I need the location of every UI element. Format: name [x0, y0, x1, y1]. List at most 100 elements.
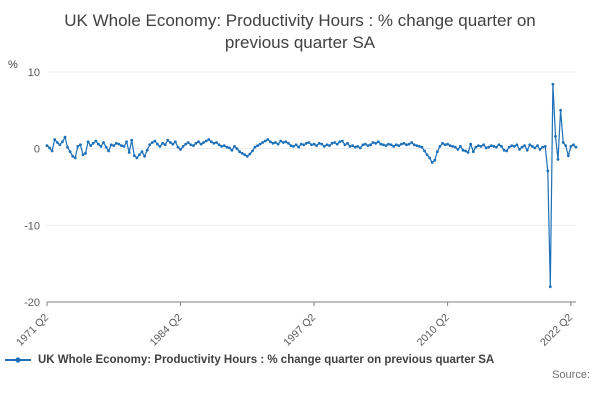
series-marker	[513, 145, 516, 148]
series-marker	[235, 147, 239, 151]
chart-title: UK Whole Economy: Productivity Hours : %…	[64, 11, 536, 53]
series-marker	[194, 142, 198, 145]
series-marker	[487, 145, 491, 149]
series-marker	[328, 144, 331, 148]
series-marker	[420, 145, 424, 149]
series-marker	[394, 143, 398, 147]
series-marker	[207, 138, 211, 142]
series-marker	[140, 150, 144, 154]
series-marker	[312, 142, 316, 146]
series-marker	[474, 145, 478, 149]
series-marker	[538, 148, 542, 151]
series-marker	[343, 143, 347, 147]
series-marker	[122, 145, 126, 148]
series-marker	[338, 140, 342, 144]
y-tick-label: 0	[34, 144, 40, 156]
series-marker	[379, 142, 383, 146]
series-marker	[274, 141, 277, 145]
series-marker	[507, 145, 511, 149]
series-marker	[561, 141, 565, 145]
series-marker	[358, 146, 362, 150]
series-marker	[322, 145, 326, 148]
series-marker	[166, 138, 170, 142]
series-marker	[407, 142, 411, 146]
series-marker	[415, 144, 419, 148]
series-marker	[392, 145, 396, 148]
series-marker	[554, 135, 557, 138]
series-marker	[299, 142, 303, 146]
series-marker	[464, 149, 467, 153]
series-marker	[68, 150, 72, 154]
series-marker	[189, 143, 193, 147]
series-marker	[559, 109, 562, 112]
series-marker	[548, 285, 552, 289]
series-marker	[179, 148, 182, 151]
series-marker	[448, 144, 452, 148]
series-marker	[428, 156, 431, 160]
series-marker	[132, 154, 136, 158]
series-marker	[495, 145, 498, 149]
series-marker	[374, 142, 378, 145]
series-line	[46, 84, 577, 287]
series-marker	[174, 140, 177, 144]
series-marker	[48, 146, 51, 150]
series-marker	[369, 143, 372, 147]
series-marker	[389, 143, 393, 147]
series-marker	[181, 145, 185, 148]
series-marker	[279, 139, 283, 143]
series-marker	[150, 141, 154, 145]
series-marker	[430, 161, 434, 165]
series-marker	[405, 143, 408, 147]
series-marker	[479, 145, 483, 148]
series-marker	[153, 139, 157, 143]
series-marker	[297, 145, 301, 149]
series-marker	[171, 142, 175, 146]
series-marker	[556, 158, 560, 161]
series-marker	[215, 141, 218, 145]
series-marker	[533, 146, 537, 150]
series-marker	[271, 142, 275, 145]
series-marker	[569, 145, 573, 148]
series-marker	[366, 144, 370, 148]
source-label: Source:	[552, 369, 590, 382]
y-tick-label: 10	[28, 67, 40, 79]
series-marker	[135, 156, 139, 160]
series-marker	[423, 149, 426, 153]
series-marker	[120, 144, 123, 148]
legend-marker	[15, 357, 21, 363]
series-marker	[81, 153, 85, 157]
series-marker	[376, 140, 380, 144]
series-marker	[263, 139, 267, 143]
series-marker	[315, 144, 318, 148]
series-marker	[97, 142, 100, 146]
series-marker	[433, 158, 437, 162]
series-marker	[84, 152, 87, 155]
series-marker	[199, 142, 203, 146]
x-tick-label: 1971 Q2	[14, 312, 51, 349]
series-marker	[253, 145, 257, 149]
series-marker	[112, 144, 116, 148]
series-marker	[471, 150, 475, 154]
series-marker	[438, 145, 442, 148]
x-tick-label: 1997 Q2	[281, 312, 318, 349]
series-marker	[50, 149, 54, 153]
series-marker	[572, 143, 575, 147]
series-marker	[220, 145, 224, 148]
series-marker	[294, 143, 298, 147]
series-marker	[225, 145, 229, 149]
series-marker	[240, 152, 244, 155]
series-marker	[204, 139, 208, 143]
series-marker	[466, 151, 470, 155]
series-marker	[130, 138, 134, 142]
series-marker	[238, 150, 242, 154]
series-marker	[114, 142, 118, 145]
series-marker	[546, 169, 550, 173]
series-marker	[158, 145, 162, 148]
series-marker	[63, 135, 67, 139]
series-marker	[71, 155, 75, 158]
series-marker	[325, 143, 329, 147]
series-marker	[500, 145, 503, 148]
series-marker	[418, 145, 421, 148]
series-marker	[243, 153, 247, 157]
series-marker	[89, 144, 93, 148]
